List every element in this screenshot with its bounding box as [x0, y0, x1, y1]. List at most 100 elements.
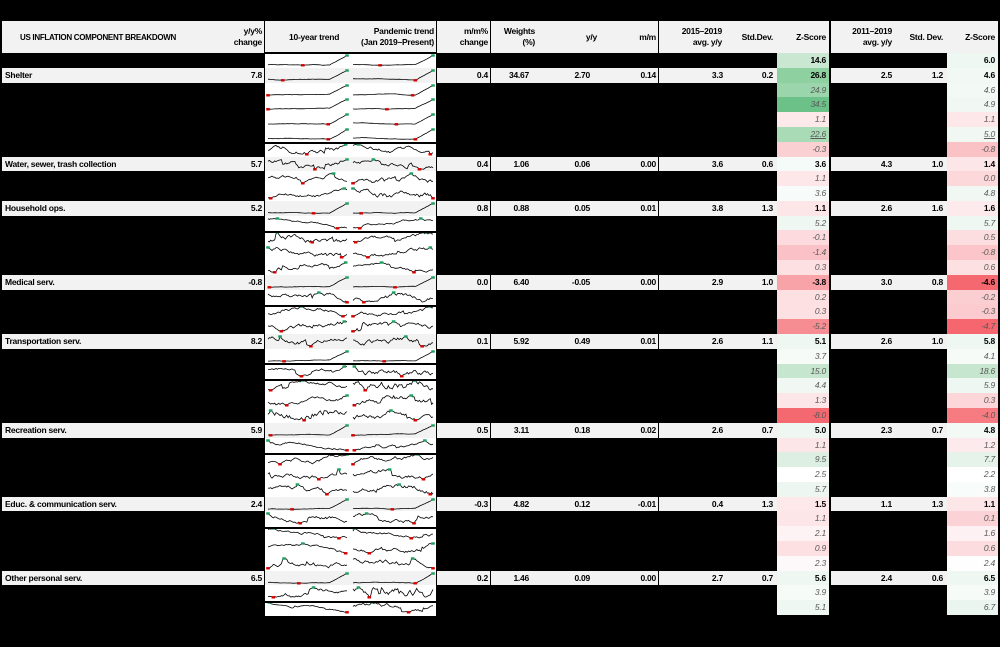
sparkline-min-marker [311, 211, 316, 215]
sub-row: 2.1 1.6 [0, 526, 1000, 542]
zscore-2015-2019-cell: -1.4 [777, 245, 829, 261]
component-label: Educ. & communication serv. [5, 498, 117, 509]
sd-2011-2019-value: 1.0 [931, 336, 943, 346]
zscore-2011-2019-cell: 0.6 [947, 541, 998, 556]
table-title: US INFLATION COMPONENT BREAKDOWN [20, 33, 177, 42]
sub-row: 2.5 2.2 [0, 467, 1000, 482]
sparkline-divider [265, 363, 436, 365]
sparkline-row [265, 142, 436, 157]
sparkline-min-marker [351, 315, 355, 318]
header-10yr-trend: 10-year trend [289, 32, 340, 42]
zscore-2015-2019-cell: 5.1 [777, 600, 829, 615]
sparkline-max-marker [345, 350, 349, 353]
sparkline-pandemic [352, 261, 434, 274]
zscore-2011-2019-cell: 2.2 [947, 467, 998, 482]
sparkline-max-marker [317, 290, 321, 294]
sparkline-max-marker [275, 216, 280, 220]
sparkline-max-marker [345, 571, 349, 575]
sparkline-max-marker [301, 542, 305, 545]
component-label: Water, sewer, trash collection [5, 158, 117, 169]
table-row: Household ops. 5.2 0.8 0.88 0.05 0.01 3.8 1.3 2.… [0, 200, 1000, 216]
sparkline-pandemic [352, 542, 435, 555]
contrib-yy-value: 0.06 [574, 158, 590, 169]
zscore-2011-2019-value: 3.8 [983, 483, 995, 494]
sparkline-row [265, 112, 436, 127]
sub-row: 1.1 1.2 [0, 437, 1000, 453]
zscore-2015-2019-value: 1.1 [814, 173, 826, 184]
sub-row: 1.1 1.1 [0, 112, 1000, 127]
component-label: Transportation serv. [5, 336, 82, 346]
sub-row: 1.1 0.0 [0, 171, 1000, 187]
sparkline-max-marker [299, 305, 304, 309]
zscore-2011-2019-cell: 7.7 [947, 452, 998, 468]
stats-2011-2019-cell: 1.1 1.3 [831, 496, 947, 512]
sparkline-pandemic [351, 424, 435, 437]
sparkline-min-marker [266, 93, 270, 97]
sd-2015-2019-value: 0.6 [761, 158, 773, 169]
sparkline-min-marker [382, 359, 386, 363]
sparkline-max-marker [364, 512, 369, 516]
sparkline-row [265, 83, 436, 98]
sparkline-min-marker [410, 93, 415, 97]
sparkline-max-marker [342, 364, 347, 368]
sparkline-row [265, 452, 436, 467]
zscore-2015-2019-value: 15.0 [810, 365, 826, 376]
zscore-2011-2019-value: 6.7 [983, 602, 995, 613]
sparkline-row [265, 334, 436, 349]
sparkline-max-marker [431, 542, 435, 545]
weights-cell: 6.40 -0.05 0.00 [491, 274, 658, 290]
sub-row: 22.6 5.0 [0, 126, 1000, 142]
zscore-2015-2019-value: 2.3 [814, 557, 826, 568]
sparkline-min-marker [343, 552, 348, 555]
sparkline-row [265, 200, 436, 216]
sparkline-max-marker [356, 586, 361, 590]
sparkline-10-year [266, 246, 348, 259]
header-avg-2015-2019: 2015–2019 avg. y/y [682, 26, 723, 48]
header-pandemic-line2: (Jan 2019–Present) [361, 37, 434, 47]
zscore-2015-2019-cell: -0.3 [777, 141, 829, 157]
sd-2015-2019-value: 1.3 [761, 498, 773, 509]
stats-2011-2019-cell: 2.5 1.2 [831, 67, 947, 83]
sparkline-10-year [267, 172, 348, 185]
sparkline-min-marker [390, 507, 395, 511]
sparkline-min-marker [339, 256, 344, 259]
zscore-2015-2019-value: -8.0 [812, 409, 826, 420]
component-cell: Household ops. 5.2 [2, 200, 264, 216]
zscore-2015-2019-value: 34.5 [810, 99, 826, 110]
component-label: Other personal serv. [5, 572, 83, 583]
sparkline-max-marker [431, 113, 435, 116]
sparkline-min-marker [409, 537, 414, 540]
sparkline-pandemic [352, 143, 434, 156]
mm-change-value: 0.5 [476, 424, 488, 435]
zscore-2011-2019-cell: 3.9 [947, 585, 998, 601]
zscore-2015-2019-value: 9.5 [814, 454, 826, 465]
zscore-2011-2019-value: 18.6 [979, 365, 995, 376]
zscore-2011-2019-cell: -4.7 [947, 319, 998, 334]
sparkline-pandemic [352, 290, 434, 304]
sparkline-max-marker [301, 379, 305, 383]
zscore-2011-2019-value: -0.8 [981, 247, 995, 258]
sparkline-min-marker [310, 241, 314, 244]
stats-2011-2019-cell: 4.3 1.0 [831, 156, 947, 172]
zscore-2015-2019-cell: 5.6 [777, 570, 829, 586]
avg-2011-2019-value: 2.6 [880, 202, 892, 213]
sparkline-10-year [267, 231, 348, 244]
sparkline-10-year [267, 468, 348, 481]
zscore-2015-2019-value: 5.6 [814, 572, 826, 583]
component-cell: Other personal serv. 6.5 [2, 570, 264, 586]
stats-2011-2019-cell: 2.6 1.0 [831, 334, 947, 349]
stats-2015-2019-cell: 2.7 0.7 [659, 570, 777, 586]
zscore-2011-2019-value: 4.8 [983, 424, 995, 435]
zscore-2011-2019-cell: 1.1 [947, 112, 998, 127]
sparkline-max-marker [409, 394, 414, 397]
sparkline-max-marker [275, 231, 280, 235]
contrib-mm-value: 0.00 [640, 276, 656, 287]
sparkline-min-marker [412, 522, 416, 525]
sparkline-min-marker [385, 108, 389, 111]
sparkline-pandemic [352, 216, 433, 230]
sparkline-10-year [266, 98, 349, 111]
sparkline-pandemic [352, 394, 434, 407]
sparkline-max-marker [282, 557, 286, 560]
sparkline-10-year [266, 438, 349, 452]
weight-value: 1.06 [513, 158, 529, 169]
